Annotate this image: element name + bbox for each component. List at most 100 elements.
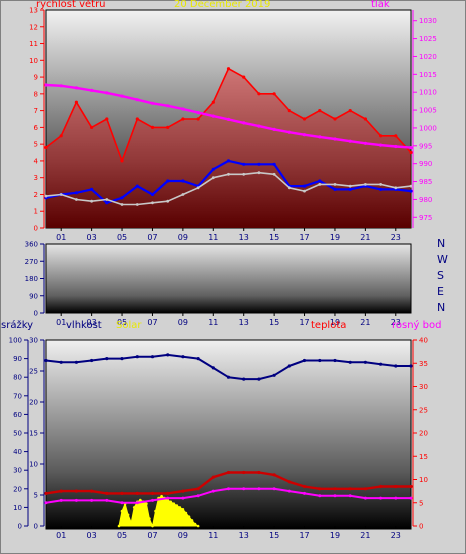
- x-tick-label: 05: [117, 531, 127, 540]
- wind-base-point: [166, 199, 170, 203]
- wind-average-point: [181, 179, 185, 183]
- wind-average-point: [226, 159, 231, 163]
- humidity-point: [257, 377, 261, 381]
- solar-point: [117, 524, 121, 528]
- dewpoint-point: [257, 487, 261, 491]
- x-tick-label: 13: [239, 531, 249, 540]
- wind-base-point: [196, 186, 200, 190]
- pressure-point: [302, 133, 307, 137]
- direction-label-n2: N: [437, 301, 446, 314]
- wind-direction-tick-label: 270: [25, 258, 38, 266]
- x-tick-label: 11: [208, 318, 218, 327]
- humidity-label: vlhkost: [66, 320, 102, 331]
- dewpoint-point: [181, 496, 185, 500]
- dewpoint-point: [379, 496, 383, 500]
- humidity-point: [90, 358, 94, 363]
- x-tick-label: 05: [117, 318, 127, 327]
- pressure-point: [333, 137, 337, 141]
- x-tick-label: 19: [330, 531, 340, 540]
- solar-point: [178, 506, 182, 509]
- wind-direction-tick-label: 90: [29, 292, 38, 300]
- wind-base-point: [303, 189, 306, 193]
- temperature-point: [379, 484, 383, 489]
- solar-area: [118, 495, 200, 528]
- pressure-tick-label: 995: [419, 142, 432, 150]
- wind-average-point: [379, 187, 383, 191]
- temperature-point: [348, 487, 352, 491]
- dewpoint-point: [333, 494, 337, 498]
- x-tick-label: 23: [391, 531, 401, 540]
- precip-tick-label: 50: [13, 430, 22, 438]
- x-tick-label: 11: [208, 233, 218, 242]
- solar-point: [190, 519, 194, 522]
- solar-point: [139, 498, 142, 502]
- solar-point: [175, 504, 179, 507]
- wind-average-point: [409, 189, 413, 193]
- wind-base-point: [287, 186, 291, 190]
- wind-base-point: [242, 172, 246, 176]
- wind-base-point: [272, 172, 276, 176]
- wind-average-point: [120, 196, 124, 200]
- wind-speed-tick-label: 2: [34, 191, 38, 199]
- wind-speed-area: [46, 68, 411, 228]
- x-tick-label: 13: [239, 318, 249, 327]
- temperature-tick-label: 25: [419, 406, 428, 414]
- pressure-tick-label: 1000: [419, 124, 437, 132]
- temperature-tick-label: 15: [419, 453, 428, 461]
- wind-speed-point: [74, 100, 78, 104]
- solar-point: [169, 500, 172, 504]
- wind-speed-tick-label: 1: [34, 208, 38, 216]
- wind-speed-point: [272, 92, 276, 96]
- solar-point: [148, 517, 151, 520]
- precip-label: srážky: [1, 320, 34, 331]
- dewpoint-point: [227, 487, 230, 491]
- dewpoint-point: [318, 494, 322, 498]
- pressure-point: [242, 121, 246, 125]
- x-tick-label: 23: [391, 233, 401, 242]
- temperature-point: [333, 487, 337, 491]
- solar-label: Solar: [116, 320, 142, 331]
- x-tick-label: 09: [178, 318, 188, 327]
- wind-speed-tick-label: 5: [34, 141, 38, 149]
- x-tick-label: 09: [178, 233, 188, 242]
- wind-speed-point: [242, 75, 246, 79]
- x-tick-label: 17: [299, 318, 309, 327]
- humidity-scale-tick-label: 20: [29, 399, 38, 407]
- x-tick-label: 03: [87, 318, 97, 327]
- direction-label-e: E: [437, 285, 444, 298]
- dewpoint-point: [363, 496, 367, 500]
- pressure-point: [287, 130, 291, 134]
- temperature-point: [394, 484, 398, 489]
- solar-point: [129, 521, 133, 524]
- humidity-temperature-plot-area: [45, 339, 412, 530]
- precip-tick-label: 10: [13, 504, 22, 512]
- pressure-point: [44, 83, 48, 87]
- precip-tick-label: 90: [13, 355, 22, 363]
- x-tick-label: 15: [269, 531, 279, 540]
- dewpoint-point: [135, 501, 139, 505]
- temperature-point: [226, 470, 231, 475]
- pressure-tick-label: 990: [419, 160, 432, 168]
- x-tick-label: 05: [117, 233, 127, 242]
- wind-speed-point: [44, 145, 48, 150]
- humidity-scale-tick-label: 0: [34, 523, 38, 531]
- pressure-point: [105, 91, 109, 95]
- dewpoint-point: [59, 498, 63, 502]
- dewpoint-point: [394, 496, 398, 500]
- temperature-point: [59, 489, 63, 493]
- dewpoint-point: [44, 501, 48, 505]
- pressure-point: [226, 117, 231, 121]
- temperature-point: [135, 491, 139, 495]
- wind-average-point: [318, 179, 322, 183]
- precip-tick-label: 100: [9, 337, 22, 345]
- precip-tick-label: 70: [13, 392, 22, 400]
- dewpoint-point: [74, 498, 78, 502]
- pressure-title: tlak: [371, 0, 390, 10]
- x-tick-label: 11: [208, 531, 218, 540]
- wind-speed-tick-label: 12: [29, 23, 38, 31]
- solar-point: [196, 524, 200, 528]
- temperature-point: [211, 475, 215, 479]
- wind-base-point: [120, 203, 124, 206]
- solar-point: [160, 494, 163, 498]
- dewpoint-point: [196, 494, 200, 498]
